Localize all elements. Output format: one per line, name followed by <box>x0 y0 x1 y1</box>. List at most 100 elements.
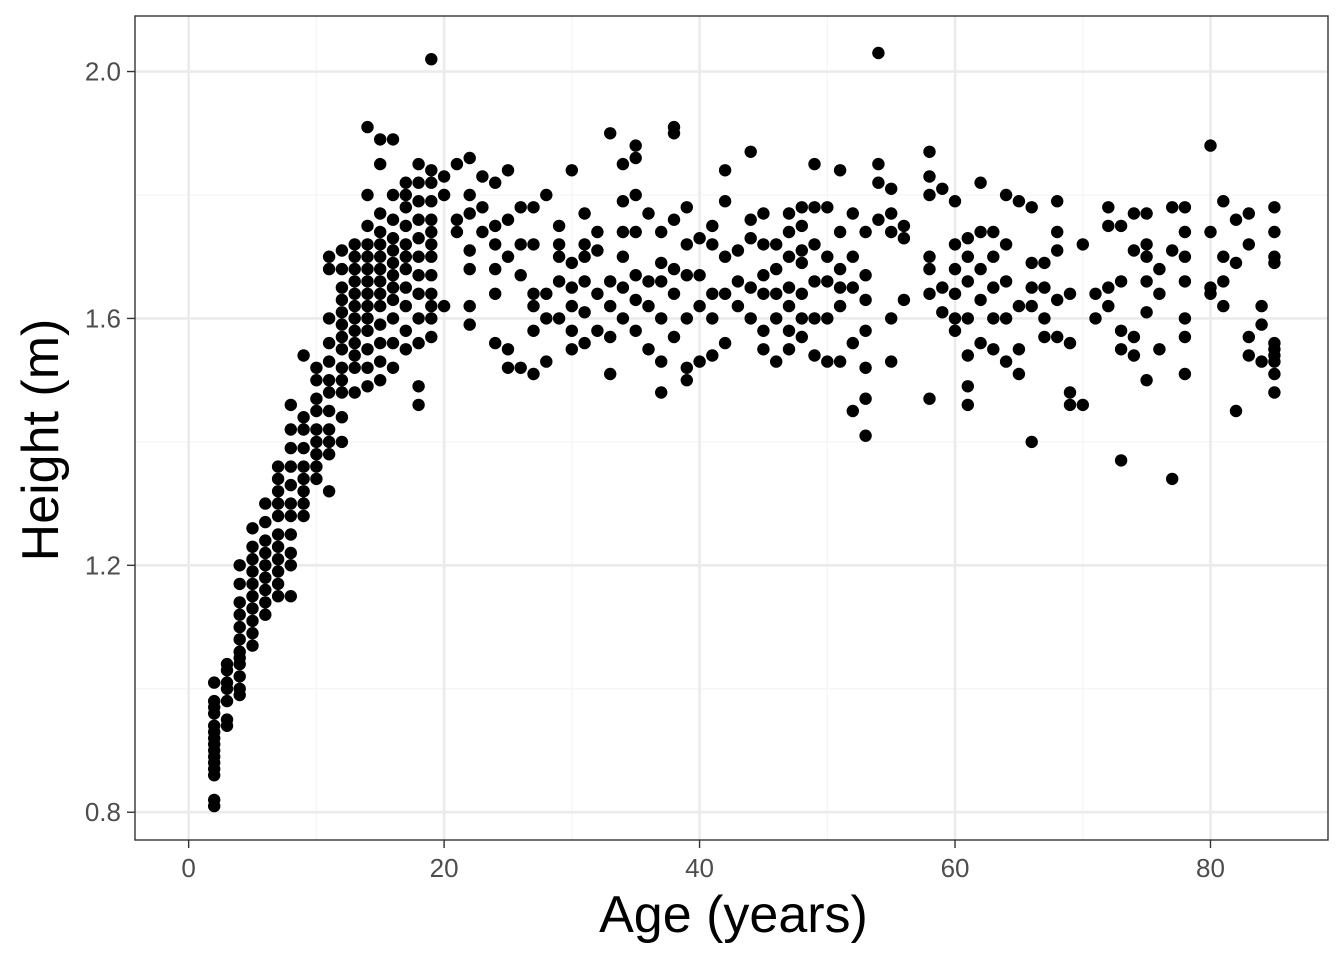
data-point <box>859 392 872 405</box>
data-point <box>770 287 783 300</box>
data-point <box>718 336 732 350</box>
x-tick-label: 80 <box>1196 853 1225 883</box>
data-point <box>565 164 578 177</box>
data-point <box>629 293 642 307</box>
data-point <box>399 201 412 214</box>
data-point <box>718 195 732 208</box>
data-point <box>872 46 885 60</box>
data-point <box>425 176 438 189</box>
data-point <box>885 207 898 220</box>
data-point <box>1076 238 1090 251</box>
data-point <box>476 201 489 214</box>
data-point <box>1012 195 1026 208</box>
data-point <box>999 312 1013 325</box>
data-point <box>322 374 336 387</box>
data-point <box>974 225 987 239</box>
data-point <box>706 238 719 251</box>
data-point <box>897 232 911 245</box>
data-point <box>782 250 796 263</box>
data-point <box>271 553 285 566</box>
data-point <box>974 262 987 276</box>
y-tick-label: 1.2 <box>85 550 121 580</box>
data-point <box>744 145 757 158</box>
data-point <box>999 275 1013 288</box>
data-point <box>233 670 246 683</box>
data-point <box>284 546 297 560</box>
data-point <box>948 262 962 276</box>
data-point <box>374 133 387 146</box>
data-point <box>987 281 1000 294</box>
data-point <box>1268 201 1281 214</box>
data-point <box>361 219 374 233</box>
data-point <box>1255 355 1268 368</box>
data-point <box>297 423 310 436</box>
data-point <box>552 238 566 251</box>
data-point <box>374 355 387 368</box>
data-point <box>1102 219 1115 233</box>
data-point <box>706 349 719 362</box>
data-point <box>463 318 476 331</box>
data-point <box>246 602 259 615</box>
data-point <box>974 176 987 189</box>
data-point <box>655 355 668 368</box>
data-point <box>808 238 821 251</box>
data-point <box>284 528 297 541</box>
data-point <box>386 312 400 325</box>
data-point <box>693 355 706 368</box>
y-tick-label: 1.6 <box>85 303 121 333</box>
data-point <box>744 213 757 226</box>
data-point <box>425 269 438 282</box>
data-point <box>348 361 361 374</box>
y-axis: 0.8 1.2 1.6 2.0 <box>85 57 135 827</box>
data-point <box>425 225 438 239</box>
data-point <box>501 361 515 374</box>
data-point <box>271 540 285 553</box>
data-point <box>770 355 783 368</box>
data-point <box>1063 386 1077 399</box>
data-point <box>782 281 796 294</box>
data-point <box>208 694 221 708</box>
data-point <box>1204 281 1217 294</box>
data-point <box>271 472 285 486</box>
data-point <box>718 250 732 263</box>
x-tick-label: 0 <box>181 853 195 883</box>
data-point <box>386 361 400 374</box>
data-point <box>1012 343 1026 356</box>
data-point <box>680 312 693 325</box>
data-point <box>591 244 604 257</box>
data-point <box>718 164 732 177</box>
data-point <box>476 225 489 239</box>
data-point <box>271 485 285 498</box>
data-point <box>642 275 655 288</box>
data-point <box>693 232 706 245</box>
data-point <box>655 275 668 288</box>
data-point <box>629 139 642 152</box>
data-point <box>399 238 412 251</box>
x-tick-label: 20 <box>430 853 459 883</box>
data-point <box>859 361 872 374</box>
data-point <box>1051 293 1064 307</box>
data-point <box>489 219 502 233</box>
data-point <box>846 404 859 418</box>
data-point <box>297 460 310 473</box>
data-point <box>348 287 361 300</box>
data-point <box>335 318 349 331</box>
data-point <box>348 262 361 276</box>
data-point <box>795 201 808 214</box>
data-point <box>1217 250 1230 263</box>
data-point <box>757 238 770 251</box>
data-point <box>259 571 272 584</box>
data-point <box>1268 386 1281 399</box>
data-point <box>629 269 642 282</box>
data-point <box>527 287 540 300</box>
data-point <box>476 170 489 183</box>
data-point <box>450 225 464 239</box>
data-point <box>948 238 962 251</box>
data-point <box>540 188 553 202</box>
data-point <box>361 120 374 134</box>
data-point <box>284 460 297 473</box>
data-point <box>386 188 400 202</box>
data-point <box>1038 330 1051 344</box>
x-axis-title: Age (years) <box>599 886 868 944</box>
data-point <box>335 374 349 387</box>
